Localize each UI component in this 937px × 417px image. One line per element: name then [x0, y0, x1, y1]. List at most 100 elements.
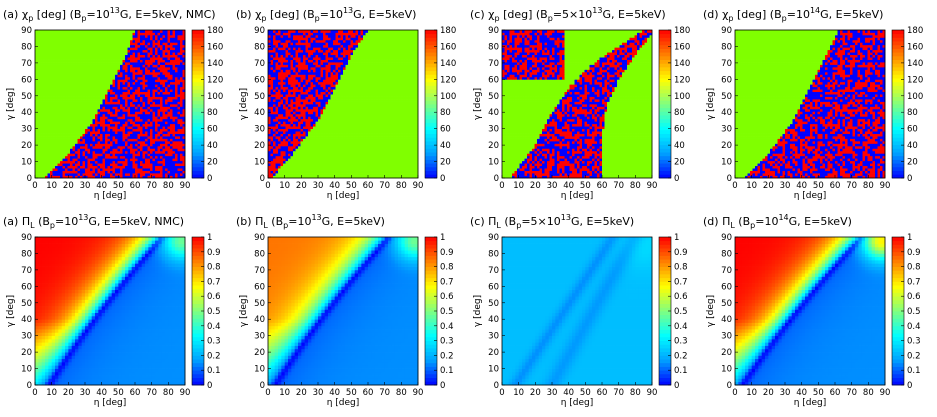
- heatmap-cell: [125, 84, 128, 87]
- heatmap-cell: [93, 134, 96, 137]
- heatmap-cell: [163, 55, 166, 58]
- heatmap-cell: [130, 45, 133, 48]
- heatmap-cell: [70, 163, 73, 166]
- heatmap-cell: [128, 35, 131, 38]
- heatmap-cell: [95, 151, 98, 154]
- heatmap-cell: [105, 173, 108, 176]
- heatmap-cell: [73, 156, 76, 159]
- heatmap-cell: [93, 69, 96, 72]
- heatmap-cell: [38, 37, 41, 40]
- heatmap-cell: [173, 74, 176, 77]
- heatmap-cell: [88, 104, 91, 107]
- heatmap-cell: [95, 74, 98, 77]
- heatmap-cell: [100, 153, 103, 156]
- heatmap-cell: [160, 106, 163, 109]
- heatmap-cell: [75, 40, 78, 43]
- heatmap-cell: [133, 104, 136, 107]
- heatmap-cell: [60, 114, 63, 117]
- heatmap-cell: [150, 121, 153, 124]
- heatmap-cell: [120, 30, 123, 33]
- heatmap-cell: [140, 114, 143, 117]
- heatmap-cell: [165, 67, 168, 70]
- heatmap-cell: [78, 50, 81, 53]
- heatmap-cell: [180, 131, 183, 134]
- heatmap-cell: [80, 114, 83, 117]
- heatmap-cell: [138, 111, 141, 114]
- heatmap-cell: [170, 104, 173, 107]
- heatmap-cell: [128, 126, 131, 129]
- heatmap-cell: [123, 166, 126, 169]
- heatmap-cell: [138, 143, 141, 146]
- heatmap-cell: [108, 37, 111, 40]
- heatmap-cell: [135, 171, 138, 174]
- heatmap-cell: [158, 114, 161, 117]
- heatmap-cell: [120, 134, 123, 137]
- heatmap-cell: [75, 143, 78, 146]
- heatmap-cell: [170, 60, 173, 63]
- heatmap-cell: [53, 50, 56, 53]
- heatmap-cell: [130, 94, 133, 97]
- heatmap-cell: [58, 106, 61, 109]
- heatmap-cell: [143, 102, 146, 105]
- heatmap-cell: [153, 92, 156, 95]
- heatmap-cell: [168, 67, 171, 70]
- heatmap-cell: [108, 119, 111, 122]
- heatmap-cell: [75, 72, 78, 75]
- heatmap-cell: [93, 156, 96, 159]
- heatmap-cell: [180, 42, 183, 45]
- heatmap-cell: [65, 69, 68, 72]
- heatmap-cell: [53, 173, 56, 176]
- heatmap-cell: [168, 99, 171, 102]
- heatmap-cell: [63, 139, 66, 142]
- heatmap-cell: [165, 168, 168, 171]
- heatmap-cell: [108, 50, 111, 53]
- heatmap-cell: [145, 106, 148, 109]
- heatmap-cell: [35, 161, 38, 164]
- heatmap-cell: [95, 126, 98, 129]
- heatmap-cell: [83, 131, 86, 134]
- heatmap-cell: [170, 146, 173, 149]
- heatmap-cell: [95, 62, 98, 65]
- heatmap-cell: [165, 97, 168, 100]
- heatmap-cell: [105, 158, 108, 161]
- heatmap-cell: [145, 62, 148, 65]
- heatmap-cell: [75, 161, 78, 164]
- heatmap-cell: [133, 129, 136, 132]
- heatmap-cell: [178, 153, 181, 156]
- heatmap-cell: [118, 60, 121, 63]
- heatmap-cell: [150, 52, 153, 55]
- heatmap-cell: [83, 153, 86, 156]
- heatmap-cell: [130, 119, 133, 122]
- heatmap-cell: [48, 47, 51, 50]
- heatmap-cell: [123, 119, 126, 122]
- heatmap-cell: [105, 111, 108, 114]
- heatmap-cell: [80, 158, 83, 161]
- heatmap-cell: [73, 65, 76, 68]
- heatmap-cell: [168, 134, 171, 137]
- heatmap-cell: [175, 74, 178, 77]
- heatmap-cell: [65, 84, 68, 87]
- heatmap-cell: [138, 161, 141, 164]
- heatmap-cell: [85, 102, 88, 105]
- heatmap-cell: [98, 171, 101, 174]
- heatmap-cell: [48, 131, 51, 134]
- heatmap-cell: [63, 129, 66, 132]
- heatmap-cell: [150, 57, 153, 60]
- heatmap-cell: [145, 82, 148, 85]
- heatmap-cell: [70, 124, 73, 127]
- heatmap-cell: [145, 104, 148, 107]
- heatmap-cell: [120, 158, 123, 161]
- heatmap-cell: [135, 35, 138, 38]
- heatmap-cell: [113, 134, 116, 137]
- heatmap-cell: [178, 163, 181, 166]
- heatmap-cell: [120, 55, 123, 58]
- heatmap-cell: [168, 143, 171, 146]
- heatmap-cell: [53, 89, 56, 92]
- heatmap-cell: [180, 79, 183, 82]
- heatmap-cell: [98, 35, 101, 38]
- heatmap-cell: [70, 87, 73, 90]
- heatmap-cell: [175, 62, 178, 65]
- heatmap-cell: [93, 82, 96, 85]
- heatmap-cell: [80, 89, 83, 92]
- heatmap-cell: [140, 139, 143, 142]
